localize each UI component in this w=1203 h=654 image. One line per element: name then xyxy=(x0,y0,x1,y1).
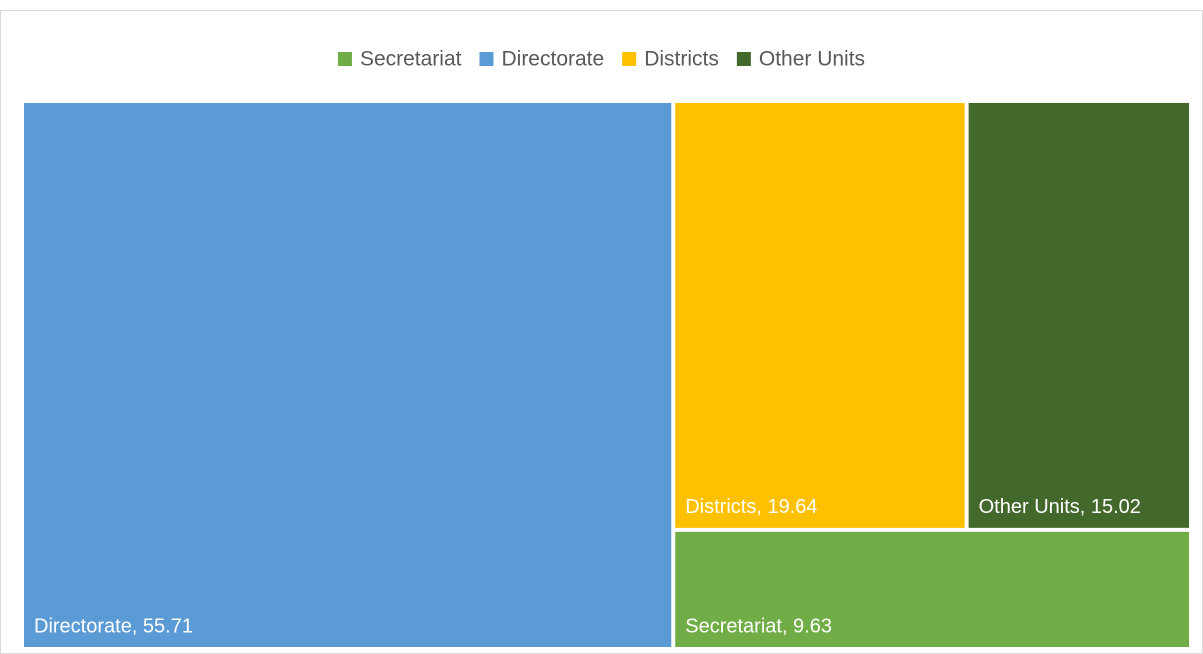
treemap-tile xyxy=(24,103,672,647)
legend-swatch xyxy=(736,52,751,66)
legend-label: Districts xyxy=(644,48,719,71)
legend-label: Other Units xyxy=(759,48,865,71)
treemap-tile xyxy=(968,103,1189,528)
legend-swatch xyxy=(622,52,637,66)
treemap-tile xyxy=(675,531,1189,647)
tile-label: Other Units, 15.02 xyxy=(979,496,1141,518)
legend-label: Directorate xyxy=(501,48,604,71)
legend-label: Secretariat xyxy=(360,48,462,71)
legend: Secretariat Directorate Districts Other Uni… xyxy=(337,48,865,71)
legend-swatch xyxy=(479,52,494,66)
legend-swatch xyxy=(337,52,352,66)
plot-area: Secretariat, 9.63 Directorate, 55.71 Distr… xyxy=(24,103,1189,647)
treemap-tile xyxy=(675,103,965,528)
tile-label: Secretariat, 9.63 xyxy=(685,615,832,637)
tile-label: Directorate, 55.71 xyxy=(34,615,193,637)
tile-label: Districts, 19.64 xyxy=(685,496,817,518)
